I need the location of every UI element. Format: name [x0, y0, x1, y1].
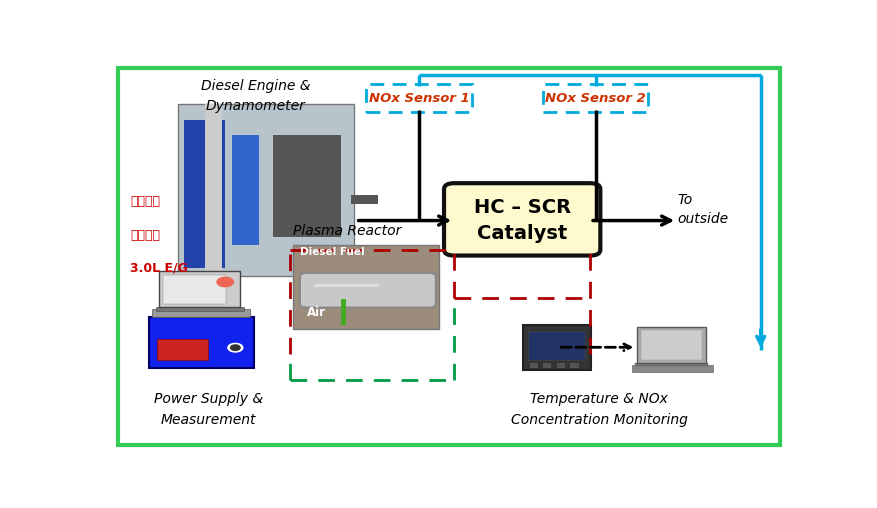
Text: 기아봉고: 기아봉고: [130, 195, 160, 208]
FancyBboxPatch shape: [205, 104, 222, 276]
FancyBboxPatch shape: [570, 363, 579, 368]
FancyBboxPatch shape: [159, 271, 240, 307]
Text: Diesel Engine &: Diesel Engine &: [201, 79, 310, 93]
FancyBboxPatch shape: [163, 275, 226, 304]
Text: NOx Sensor 2: NOx Sensor 2: [545, 91, 646, 105]
FancyBboxPatch shape: [641, 330, 702, 360]
FancyBboxPatch shape: [341, 300, 346, 325]
Text: Measurement: Measurement: [160, 412, 256, 427]
FancyBboxPatch shape: [637, 327, 706, 363]
Text: Catalyst: Catalyst: [477, 224, 567, 243]
Text: Dynamometer: Dynamometer: [206, 99, 306, 113]
Circle shape: [217, 277, 233, 287]
FancyBboxPatch shape: [184, 119, 225, 268]
Text: Temperature & NOx: Temperature & NOx: [530, 392, 668, 406]
Text: Concentration Monitoring: Concentration Monitoring: [510, 412, 688, 427]
FancyBboxPatch shape: [528, 331, 586, 360]
FancyBboxPatch shape: [149, 317, 254, 368]
Text: To: To: [677, 193, 693, 207]
FancyBboxPatch shape: [314, 284, 379, 287]
Text: 3.0L E/G: 3.0L E/G: [130, 262, 188, 275]
FancyBboxPatch shape: [157, 339, 208, 360]
FancyBboxPatch shape: [523, 325, 591, 370]
Text: Power Supply &: Power Supply &: [153, 392, 263, 406]
Text: Diesel Fuel: Diesel Fuel: [300, 246, 365, 257]
Text: outside: outside: [677, 212, 728, 227]
Text: 프론티어: 프론티어: [130, 229, 160, 241]
Circle shape: [231, 345, 240, 351]
Text: HC – SCR: HC – SCR: [474, 198, 571, 217]
FancyBboxPatch shape: [631, 365, 713, 372]
FancyBboxPatch shape: [152, 309, 250, 317]
FancyBboxPatch shape: [232, 135, 260, 245]
FancyBboxPatch shape: [156, 307, 244, 310]
FancyBboxPatch shape: [293, 245, 439, 329]
FancyBboxPatch shape: [351, 195, 378, 204]
FancyBboxPatch shape: [300, 273, 436, 307]
FancyBboxPatch shape: [178, 104, 354, 276]
FancyBboxPatch shape: [273, 135, 341, 237]
FancyBboxPatch shape: [444, 183, 601, 256]
FancyBboxPatch shape: [530, 363, 538, 368]
FancyBboxPatch shape: [543, 363, 552, 368]
Circle shape: [228, 343, 243, 352]
FancyBboxPatch shape: [635, 363, 709, 366]
Text: Plasma Reactor: Plasma Reactor: [293, 224, 402, 238]
Text: NOx Sensor 1: NOx Sensor 1: [368, 91, 469, 105]
FancyBboxPatch shape: [557, 363, 565, 368]
Text: Air: Air: [307, 306, 325, 319]
